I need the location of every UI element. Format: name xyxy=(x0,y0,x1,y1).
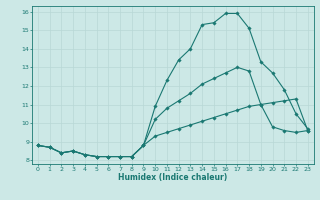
X-axis label: Humidex (Indice chaleur): Humidex (Indice chaleur) xyxy=(118,173,228,182)
